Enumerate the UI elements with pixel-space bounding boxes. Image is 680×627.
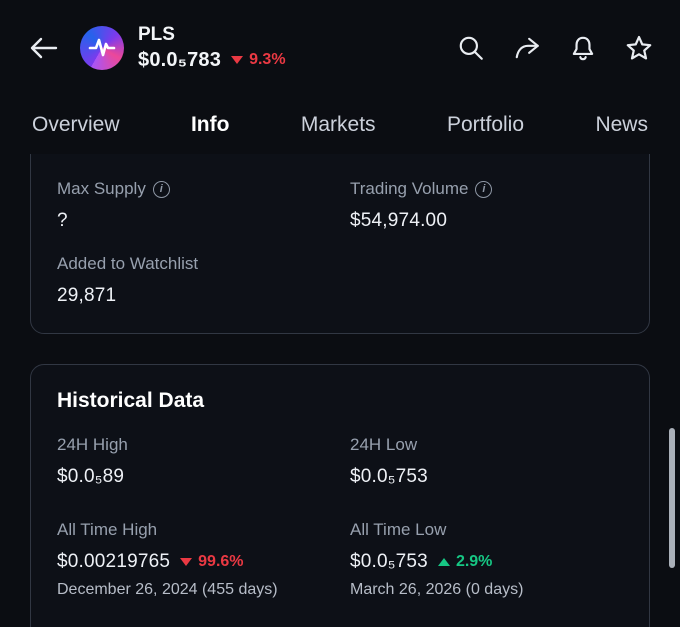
token-header: PLS $0.0₅783 9.3%	[138, 24, 286, 72]
watchlist-label: Added to Watchlist	[57, 254, 199, 273]
share-button[interactable]	[512, 33, 542, 63]
trading-volume-value: $54,974.00	[350, 210, 448, 231]
historical-data-title: Historical Data	[57, 389, 205, 412]
24h-low-value: $0.0₅753	[350, 466, 428, 487]
all-time-high-value: $0.00219765	[57, 551, 171, 572]
scroll-content[interactable]: Max Supply i ? Trading Volume i $54,974.…	[0, 154, 680, 627]
watchlist-field: Added to Watchlist 29,871	[57, 254, 623, 307]
24h-low-field: 24H Low $0.0₅753	[350, 435, 623, 510]
trading-volume-label: Trading Volume	[350, 179, 469, 198]
notifications-button[interactable]	[568, 33, 598, 63]
tab-portfolio[interactable]: Portfolio	[445, 109, 526, 141]
max-supply-label: Max Supply	[57, 179, 146, 198]
all-time-high-change: 99.6%	[198, 553, 244, 570]
search-icon	[457, 34, 485, 62]
all-time-low-label: All Time Low	[350, 520, 447, 539]
all-time-low-value: $0.0₅753	[350, 551, 428, 572]
watchlist-star-button[interactable]	[624, 33, 654, 63]
24h-high-label: 24H High	[57, 435, 128, 454]
24h-low-label: 24H Low	[350, 435, 418, 454]
24h-high-value: $0.0₅89	[57, 466, 125, 487]
token-price: $0.0₅783	[138, 48, 222, 71]
search-button[interactable]	[456, 33, 486, 63]
max-supply-value: ?	[57, 210, 68, 231]
all-time-low-change: 2.9%	[455, 553, 493, 570]
max-supply-field: Max Supply i ?	[57, 179, 330, 232]
watchlist-value: 29,871	[57, 285, 117, 306]
stats-card: Max Supply i ? Trading Volume i $54,974.…	[30, 154, 650, 334]
top-bar: PLS $0.0₅783 9.3%	[0, 0, 680, 96]
token-logo	[80, 26, 124, 70]
tab-overview[interactable]: Overview	[30, 109, 122, 141]
tab-info[interactable]: Info	[189, 109, 231, 141]
all-time-high-label: All Time High	[57, 520, 158, 539]
24h-high-field: 24H High $0.0₅89	[57, 435, 330, 488]
all-time-low-date: March 26, 2026 (0 days)	[350, 581, 524, 598]
tab-bar: Overview Info Markets Portfolio News	[0, 96, 680, 154]
ath-down-arrow-icon	[180, 558, 193, 566]
back-arrow-icon	[28, 35, 60, 61]
tab-news[interactable]: News	[593, 109, 650, 141]
back-button[interactable]	[26, 30, 62, 66]
share-icon	[513, 34, 541, 62]
all-time-high-date: December 26, 2024 (455 days)	[57, 581, 278, 598]
pulse-waveform-icon	[88, 38, 116, 57]
trading-volume-field: Trading Volume i $54,974.00	[350, 179, 623, 254]
star-icon	[625, 34, 653, 62]
header-actions	[456, 33, 654, 63]
tab-markets[interactable]: Markets	[299, 109, 378, 141]
price-change: 9.3%	[249, 51, 286, 69]
bell-icon	[569, 34, 597, 62]
price-down-arrow-icon	[231, 56, 244, 65]
info-icon[interactable]: i	[475, 180, 493, 198]
atl-up-arrow-icon	[437, 558, 450, 566]
all-time-low-field: All Time Low $0.0₅753 2.9% March 26, 202…	[350, 520, 623, 621]
token-symbol: PLS	[138, 24, 175, 46]
info-icon[interactable]: i	[152, 180, 170, 198]
all-time-high-field: All Time High $0.00219765 99.6% December…	[57, 520, 330, 599]
scrollbar-thumb[interactable]	[669, 428, 675, 568]
historical-data-card: Historical Data 24H High $0.0₅89 24H Low…	[30, 364, 650, 627]
